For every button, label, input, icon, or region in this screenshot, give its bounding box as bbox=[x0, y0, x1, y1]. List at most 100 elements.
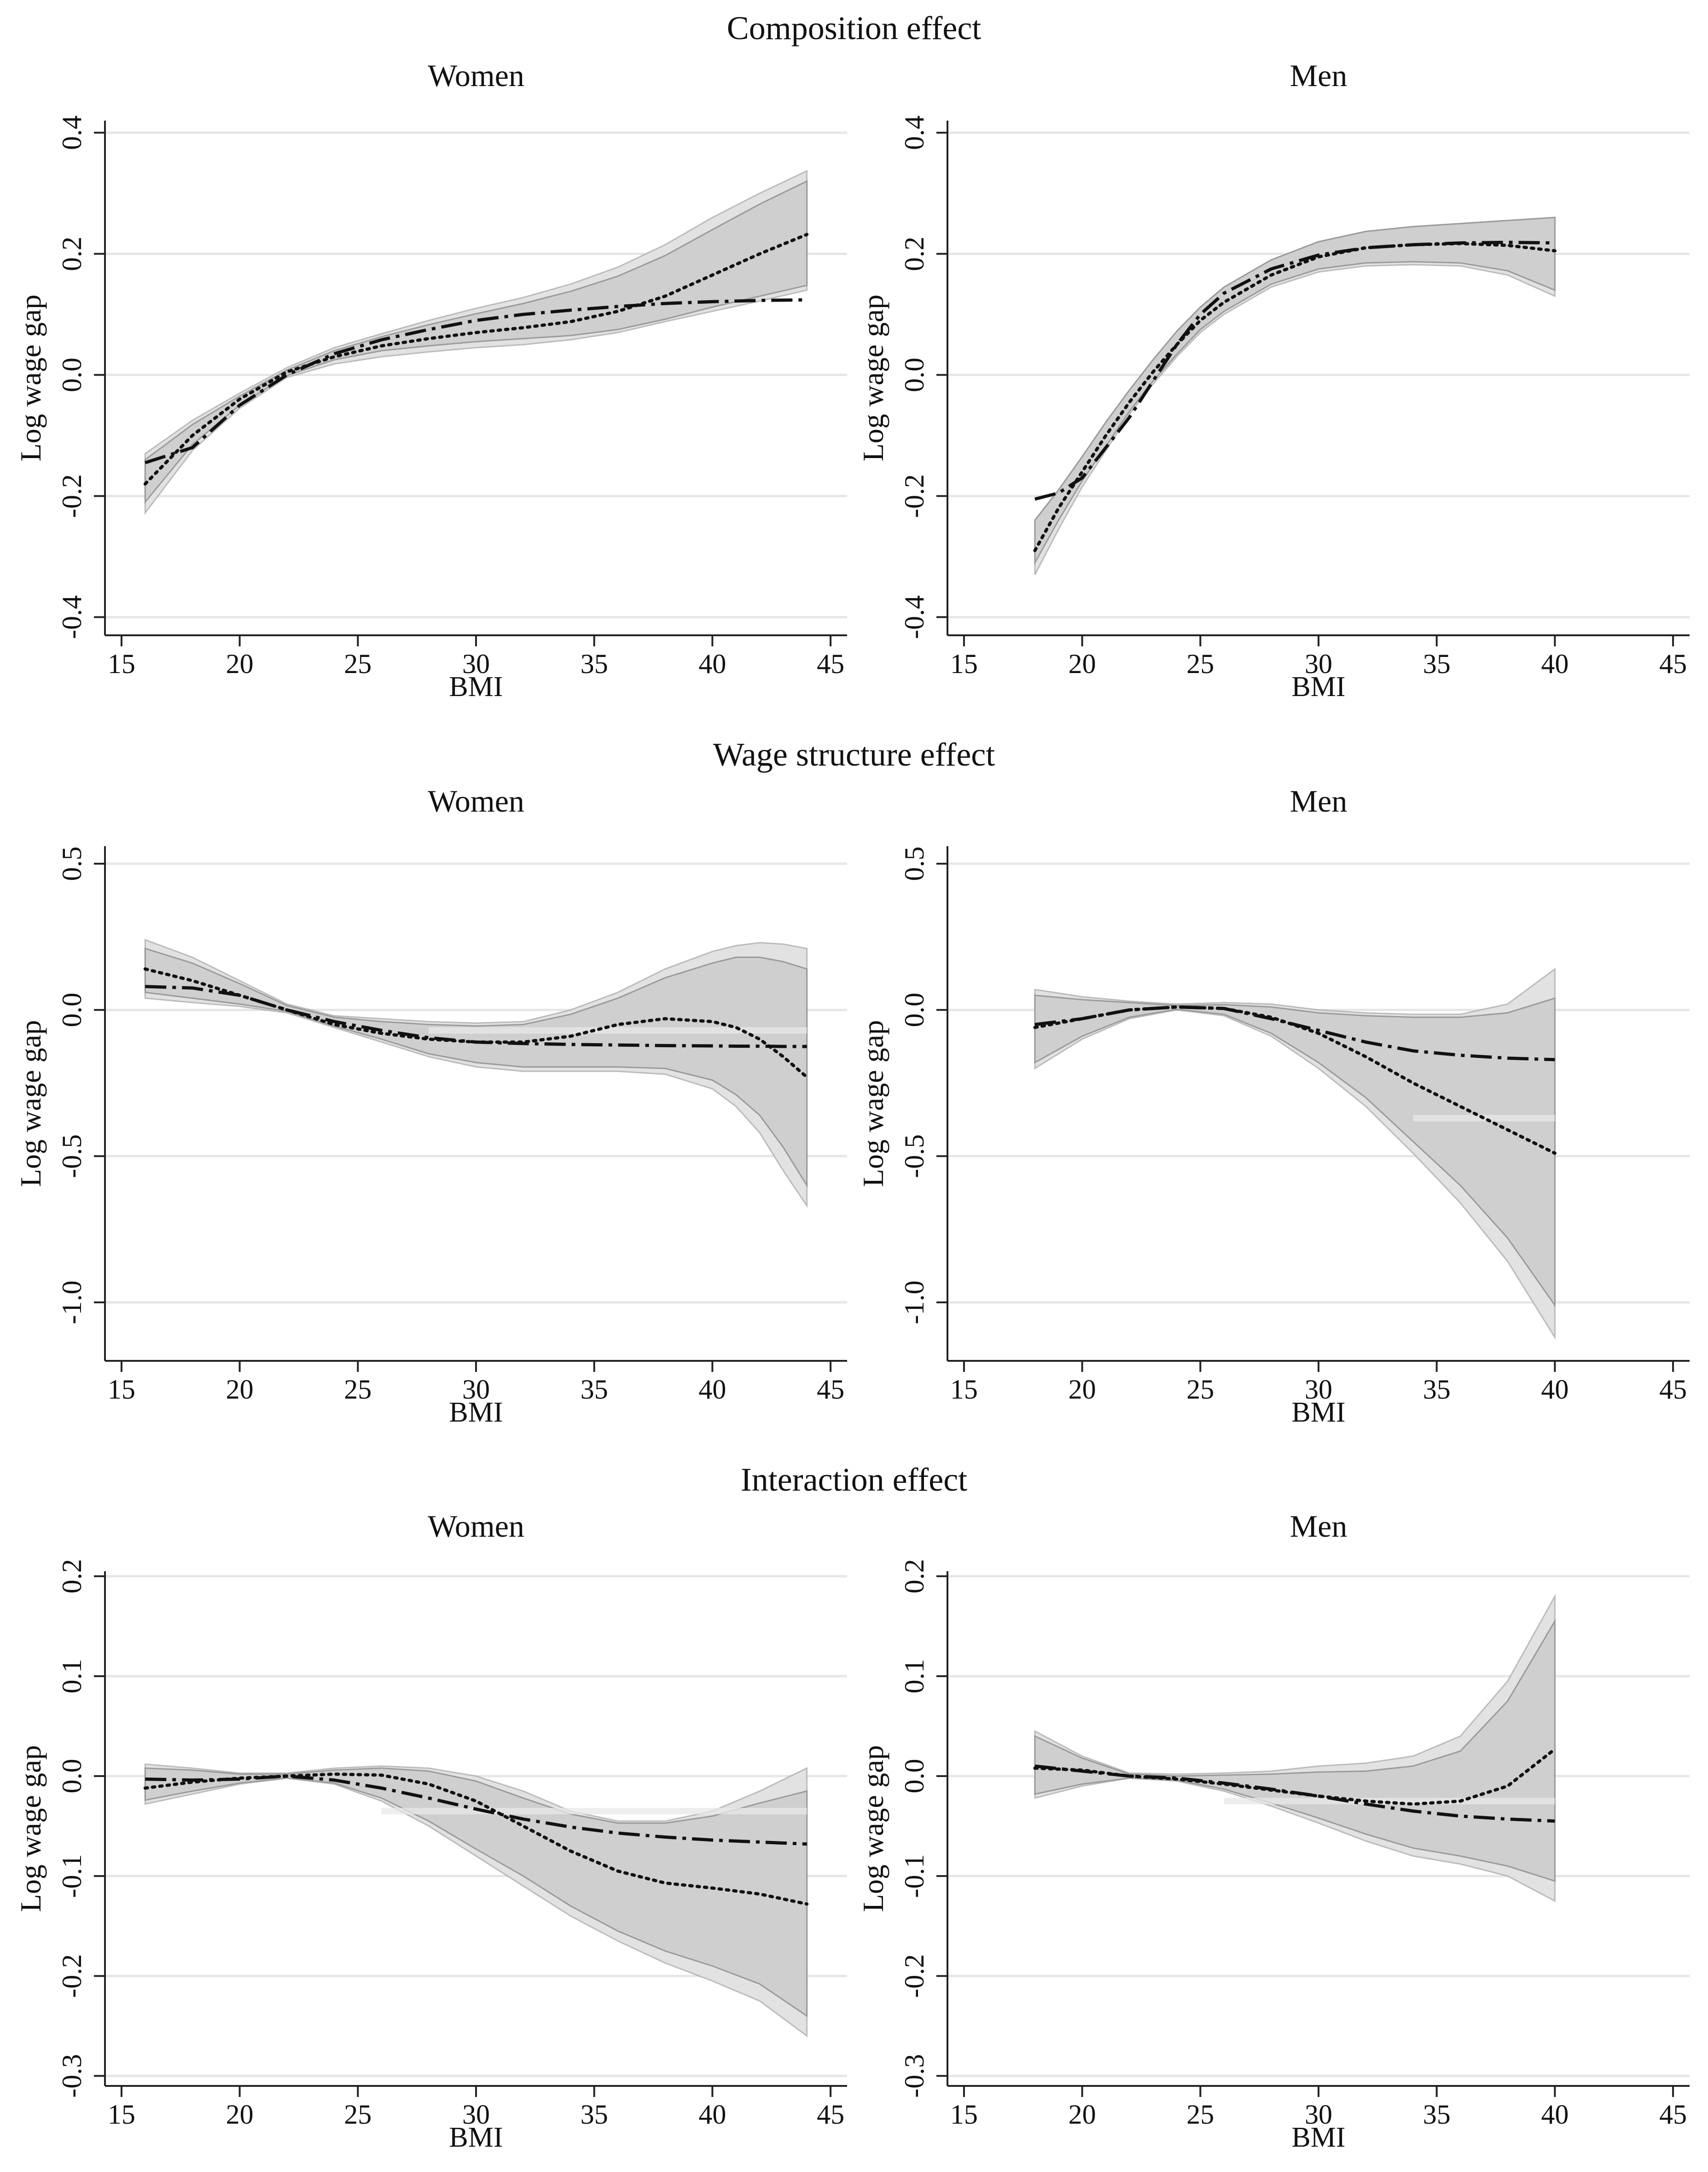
x-tick-label: 30 bbox=[462, 2099, 490, 2130]
x-tick-label: 20 bbox=[1069, 1374, 1096, 1405]
panel-title: Women bbox=[428, 784, 524, 819]
plot-area bbox=[143, 169, 809, 515]
x-tick-label: 30 bbox=[462, 649, 490, 679]
panel-wage-structure-men: -1.0 -0.5 0.0 0.5 15 20 25 30 35 40 45 BMI Log wage … bbox=[857, 784, 1690, 1428]
x-axis-label: BMI bbox=[1291, 1397, 1345, 1428]
x-tick-label: 15 bbox=[108, 1374, 135, 1405]
y-axis-label: Log wage gap bbox=[14, 1020, 47, 1187]
panel-wage-structure-women: -1.0 -0.5 0.0 0.5 15 20 25 30 35 40 45 BMI Log wage … bbox=[14, 784, 847, 1428]
plot-area bbox=[143, 939, 809, 1208]
panel-composition-men: -0.4 -0.2 0.0 0.2 0.4 15 20 25 30 35 40 45 BMI Log wa… bbox=[857, 58, 1690, 703]
x-tick-label: 30 bbox=[1305, 649, 1332, 679]
y-tick-label: -0.2 bbox=[899, 1954, 930, 1998]
y-tick-label: 0.5 bbox=[899, 847, 930, 881]
y-axis-label: Log wage gap bbox=[857, 1745, 889, 1912]
x-tick-label: 45 bbox=[817, 1374, 844, 1405]
x-tick-label: 35 bbox=[581, 649, 608, 679]
series-line-dotted bbox=[1033, 242, 1557, 552]
x-tick-label: 20 bbox=[226, 1374, 254, 1405]
x-tick-label: 20 bbox=[1069, 2099, 1096, 2130]
x-tick-label: 30 bbox=[1305, 1374, 1332, 1405]
section-title-interaction: Interaction effect bbox=[741, 1461, 967, 1498]
x-axis-label: BMI bbox=[1291, 2122, 1345, 2153]
confidence-band-inner bbox=[144, 947, 808, 1188]
y-tick-label: 0.2 bbox=[899, 237, 930, 271]
section-title-wage-structure: Wage structure effect bbox=[713, 736, 995, 773]
x-tick-label: 45 bbox=[817, 2099, 844, 2130]
y-tick-label: -1.0 bbox=[899, 1280, 930, 1324]
x-axis-label: BMI bbox=[449, 1397, 503, 1428]
x-tick-label: 45 bbox=[817, 649, 844, 679]
x-tick-label: 25 bbox=[344, 649, 372, 679]
plot-area bbox=[1033, 216, 1557, 575]
series-line-dotted bbox=[143, 967, 809, 1079]
x-tick-label: 30 bbox=[1305, 2099, 1332, 2130]
series-line-dashdot bbox=[145, 1774, 807, 1846]
y-tick-label: 0.0 bbox=[57, 358, 87, 392]
x-tick-label: 15 bbox=[950, 649, 978, 679]
y-tick-label: -0.3 bbox=[57, 2054, 87, 2098]
section-title-composition: Composition effect bbox=[727, 10, 982, 46]
x-tick-label: 30 bbox=[462, 1374, 490, 1405]
x-tick-label: 40 bbox=[698, 649, 726, 679]
y-tick-label: 0.2 bbox=[899, 1559, 930, 1593]
x-tick-label: 40 bbox=[698, 1374, 726, 1405]
panel-interaction-women: -0.3 -0.2 -0.1 0.0 0.1 0.2 15 20 25 30 35 40 45 BMI Lo… bbox=[14, 1509, 847, 2153]
x-tick-label: 20 bbox=[226, 649, 254, 679]
confidence-band-inner bbox=[1034, 994, 1556, 1308]
series-line-dotted bbox=[1033, 1747, 1557, 1806]
y-tick-label: 0.2 bbox=[57, 1559, 87, 1593]
panel-composition-women: -0.4 -0.2 0.0 0.2 0.4 15 20 25 30 35 40 45 BMI Log wa… bbox=[14, 58, 847, 703]
y-tick-label: 0.0 bbox=[899, 358, 930, 392]
x-tick-label: 25 bbox=[344, 1374, 372, 1405]
x-axis-label: BMI bbox=[449, 2122, 503, 2153]
panel-title: Men bbox=[1290, 1509, 1348, 1544]
panel-title: Men bbox=[1290, 58, 1348, 93]
y-tick-label: -0.1 bbox=[57, 1854, 87, 1898]
panel-title: Women bbox=[428, 1509, 524, 1544]
y-axis-label: Log wage gap bbox=[14, 1745, 47, 1912]
x-tick-label: 25 bbox=[1186, 649, 1214, 679]
x-tick-label: 20 bbox=[1069, 649, 1096, 679]
series-line-dotted bbox=[143, 232, 809, 486]
x-tick-label: 40 bbox=[698, 2099, 726, 2130]
x-tick-label: 45 bbox=[1659, 1374, 1687, 1405]
x-tick-label: 45 bbox=[1659, 2099, 1687, 2130]
confidence-band-inner bbox=[144, 1767, 808, 2017]
y-tick-label: -1.0 bbox=[57, 1280, 87, 1324]
y-tick-label: 0.4 bbox=[57, 116, 87, 150]
x-tick-label: 35 bbox=[581, 2099, 608, 2130]
y-tick-label: -0.4 bbox=[899, 595, 930, 639]
y-tick-label: -0.5 bbox=[899, 1134, 930, 1178]
y-tick-label: 0.2 bbox=[57, 237, 87, 271]
x-tick-label: 20 bbox=[226, 2099, 254, 2130]
x-tick-label: 15 bbox=[108, 2099, 135, 2130]
x-tick-label: 45 bbox=[1659, 649, 1687, 679]
plot-area bbox=[143, 1763, 809, 2038]
x-tick-label: 35 bbox=[581, 1374, 608, 1405]
panel-title: Men bbox=[1290, 784, 1348, 819]
y-tick-label: -0.3 bbox=[899, 2054, 930, 2098]
x-axis-label: BMI bbox=[1291, 671, 1345, 703]
x-tick-label: 25 bbox=[344, 2099, 372, 2130]
x-tick-label: 40 bbox=[1541, 649, 1569, 679]
y-axis-label: Log wage gap bbox=[14, 295, 47, 462]
y-tick-label: -0.4 bbox=[57, 595, 87, 639]
x-tick-label: 25 bbox=[1186, 1374, 1214, 1405]
y-tick-label: 0.0 bbox=[57, 993, 87, 1027]
x-tick-label: 15 bbox=[950, 1374, 978, 1405]
plot-area bbox=[1033, 967, 1557, 1340]
x-tick-label: 35 bbox=[1423, 1374, 1451, 1405]
y-tick-label: 0.0 bbox=[899, 1759, 930, 1794]
panel-interaction-men: -0.3 -0.2 -0.1 0.0 0.1 0.2 15 20 25 30 35 40 45 BMI Lo… bbox=[857, 1509, 1690, 2153]
x-tick-label: 35 bbox=[1423, 649, 1451, 679]
panel-title: Women bbox=[428, 58, 524, 93]
y-tick-label: 0.5 bbox=[57, 847, 87, 881]
confidence-band-inner bbox=[144, 180, 808, 504]
series-line-dotted bbox=[1033, 1005, 1557, 1155]
y-tick-label: -0.5 bbox=[57, 1134, 87, 1178]
series-line-dotted bbox=[143, 1772, 809, 1906]
y-axis-label: Log wage gap bbox=[857, 1020, 889, 1187]
y-tick-label: -0.2 bbox=[57, 474, 87, 518]
